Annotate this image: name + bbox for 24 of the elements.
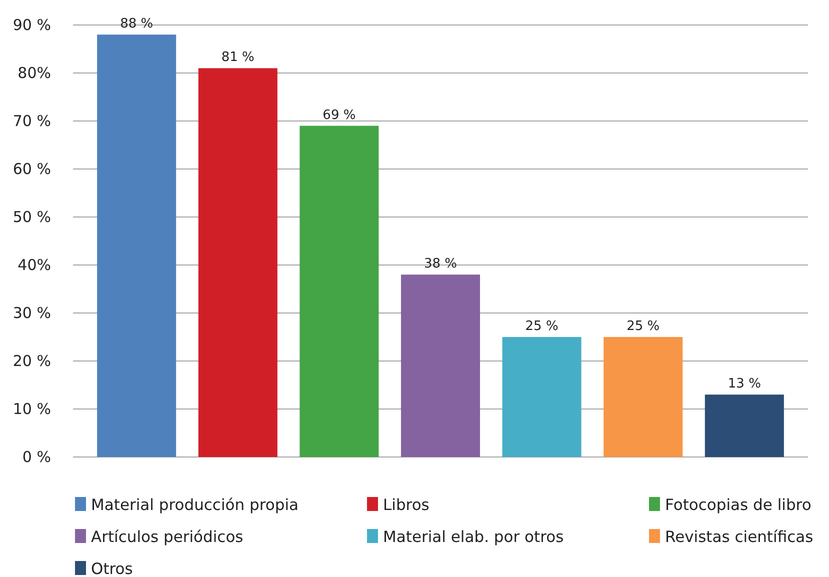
legend-label: Material elab. por otros [383, 528, 564, 546]
data-label: 88 % [120, 16, 154, 32]
y-tick-label: 40% [18, 256, 51, 274]
legend-label: Revistas científicas [665, 528, 814, 546]
legend-label: Fotocopias de libro [665, 496, 812, 514]
y-tick-label: 0 % [22, 448, 51, 466]
y-tick-label: 90 % [12, 16, 51, 34]
y-tick-label: 70 % [12, 112, 51, 130]
data-label: 38 % [424, 256, 458, 272]
data-label: 25 % [525, 319, 558, 334]
y-tick-label: 30 % [12, 304, 51, 322]
legend-label: Otros [91, 560, 133, 577]
data-label: 13 % [728, 376, 761, 392]
data-label: 81 % [221, 50, 254, 66]
y-tick-label: 60 % [12, 160, 51, 178]
y-tick-label: 80% [18, 64, 51, 82]
data-label: 69 % [322, 108, 356, 123]
y-tick-label: 10 % [12, 400, 51, 418]
legend-label: Libros [383, 496, 430, 514]
legend-label: Material producción propia [91, 496, 298, 514]
legend-label: Artículos periódicos [91, 528, 244, 546]
data-label: 25 % [626, 319, 660, 334]
y-tick-label: 50 % [12, 208, 51, 226]
y-tick-label: 20 % [12, 352, 51, 370]
